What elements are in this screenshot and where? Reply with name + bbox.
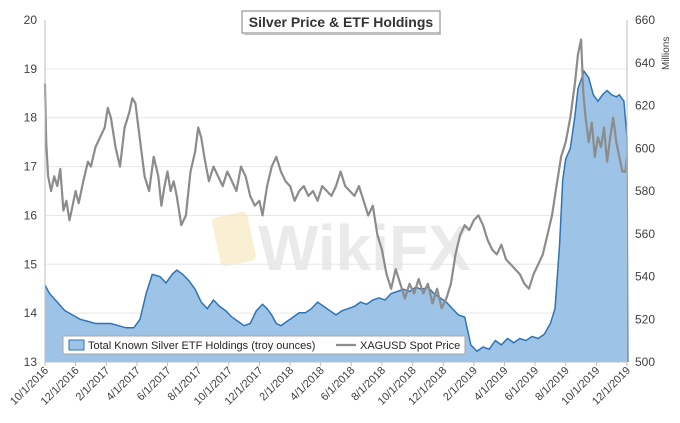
right-axis-tick-label: 660 — [635, 13, 655, 27]
left-axis-ticks: 13 14 15 16 17 18 19 20 — [24, 13, 38, 369]
left-axis-tick-label: 15 — [24, 257, 38, 271]
left-axis-tick-label: 20 — [24, 13, 38, 27]
etf-holdings-area — [45, 71, 628, 363]
left-axis-tick-label: 19 — [24, 62, 38, 76]
legend-swatch-etf-holdings — [68, 339, 85, 351]
watermark: WikiFX — [212, 211, 471, 284]
watermark-text: WikiFX — [258, 212, 471, 284]
right-axis-ticks: 500 520 540 560 580 600 620 640 660 — [635, 13, 655, 369]
gridlines — [45, 68, 627, 314]
right-axis-tick-label: 520 — [635, 312, 655, 326]
etf-holdings-series — [44, 69, 629, 363]
watermark-logo — [212, 211, 256, 267]
left-axis-tick-label: 13 — [24, 355, 38, 369]
spot-price-line — [43, 38, 629, 310]
left-axis-tick-label: 18 — [24, 111, 38, 125]
right-axis-tick-label: 500 — [635, 355, 655, 369]
right-axis-tick-label: 560 — [635, 227, 655, 241]
legend-label-spot-price: XAGUSD Spot Price — [360, 340, 460, 352]
left-axis-tick-label: 17 — [24, 160, 38, 174]
left-axis-tick-label: 14 — [24, 306, 38, 320]
chart-title: Silver Price & ETF Holdings — [249, 14, 434, 30]
left-axis-tick-label: 16 — [24, 208, 38, 222]
right-axis-tick-label: 620 — [635, 99, 655, 113]
right-axis-tick-label: 580 — [635, 184, 655, 198]
right-axis-unit-label: Millions — [661, 37, 672, 70]
legend-label-etf-holdings: Total Known Silver ETF Holdings (troy ou… — [88, 340, 315, 352]
legend-frame — [62, 335, 466, 355]
right-axis-tick-label: 640 — [635, 56, 655, 70]
right-axis-tick-label: 540 — [635, 270, 655, 284]
legend: Total Known Silver ETF Holdings (troy ou… — [62, 335, 466, 355]
spot-price-series — [43, 38, 629, 310]
etf-holdings-edge — [44, 69, 629, 363]
right-axis-tick-label: 600 — [635, 141, 655, 155]
chart-title-box: Silver Price & ETF Holdings — [241, 10, 441, 35]
